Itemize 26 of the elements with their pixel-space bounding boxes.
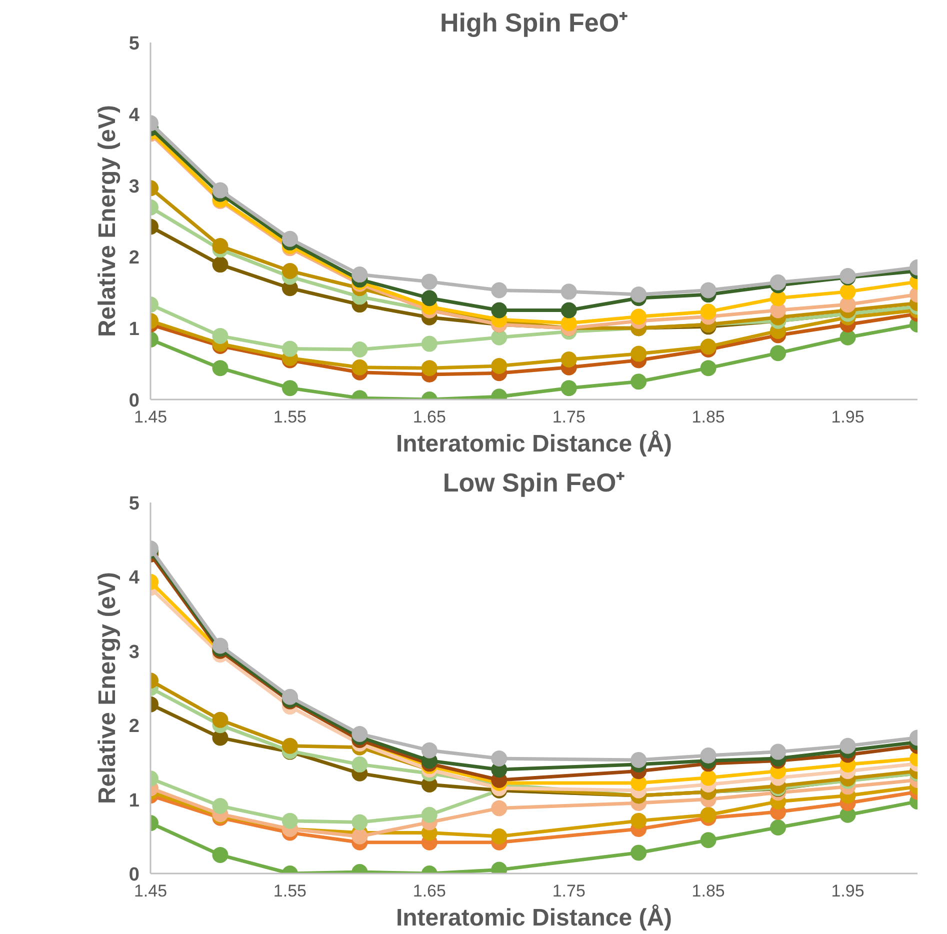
y-tick-label: 1 [128,319,140,340]
x-tick-label: 1.85 [692,882,725,900]
x-tick-label: 1.95 [831,408,864,426]
y-tick-label: 5 [128,494,140,514]
x-tick-label: 1.75 [552,408,586,426]
chart-title: High Spin FeO⁺ [440,8,628,38]
y-axis-title: Relative Energy (eV) [94,572,121,804]
x-tick-label: 1.55 [273,882,307,900]
x-tick-label: 1.55 [273,408,307,426]
chart-title: Low Spin FeO⁺ [442,468,626,498]
x-axis-title: Interatomic Distance (Å) [396,904,672,932]
x-tick-label: 1.65 [412,882,446,900]
y-tick-label: 5 [128,34,140,54]
x-axis-title: Interatomic Distance (Å) [396,430,672,458]
y-tick-label: 1 [128,790,140,812]
x-tick-label: 1.65 [412,408,446,426]
x-tick-label: 1.95 [831,882,864,900]
y-axis-title: Relative Energy (eV) [94,104,121,338]
y-tick-label: 3 [128,176,140,198]
y-tick-label: 2 [128,716,140,738]
y-tick-label: 4 [128,568,140,589]
x-tick-label: 1.75 [552,882,586,900]
x-tick-label: 1.85 [692,408,725,426]
y-tick-label: 3 [128,642,140,663]
y-tick-label: 4 [128,104,140,126]
y-tick-label: 2 [128,248,140,269]
